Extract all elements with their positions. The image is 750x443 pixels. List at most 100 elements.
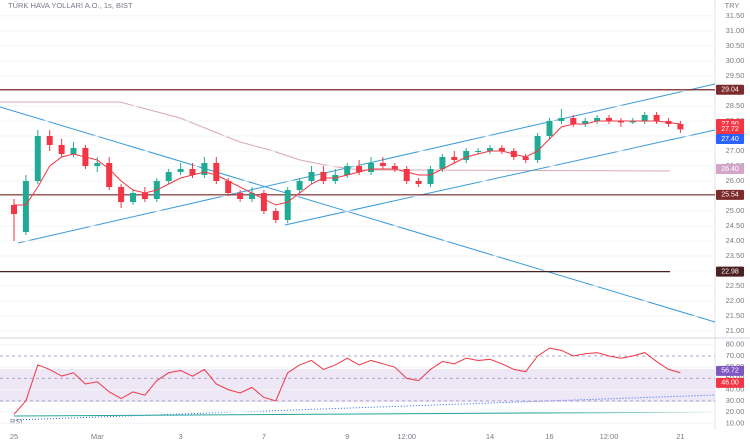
candle-body xyxy=(427,169,434,185)
y-tick-label: 23.50 xyxy=(726,251,745,260)
rsi-tag: 56.72 xyxy=(721,368,739,375)
candle-body xyxy=(653,114,660,121)
currency: TRY xyxy=(725,1,740,10)
candle-body xyxy=(546,120,553,136)
candle-body xyxy=(498,147,505,151)
rsi-tick-label: 80.00 xyxy=(726,340,745,349)
candle-body xyxy=(34,135,41,182)
candle-body xyxy=(487,147,493,151)
channel-bottom xyxy=(284,129,716,226)
y-tick-label: 30.50 xyxy=(726,41,745,50)
y-tick-label: 31.50 xyxy=(726,11,745,20)
rsi-label: RSI xyxy=(10,417,23,426)
candle-body xyxy=(272,211,279,221)
candle-body xyxy=(594,117,601,121)
x-tick-label: 14 xyxy=(486,432,494,441)
y-tick-label: 31.00 xyxy=(726,26,745,35)
rsi-tick-label: 40.00 xyxy=(726,385,745,394)
price-tag-box xyxy=(716,164,744,174)
candle-body xyxy=(308,172,315,182)
candle-body xyxy=(46,135,53,145)
rsi-tag: 46.00 xyxy=(721,380,739,387)
candle-body xyxy=(582,120,589,124)
candle-body xyxy=(379,162,386,166)
candle-body xyxy=(213,162,220,182)
candle-body xyxy=(677,123,684,130)
y-tick-label: 24.50 xyxy=(726,221,745,230)
candle-body xyxy=(11,205,17,215)
price-tag: 26.40 xyxy=(721,166,739,173)
candle-body xyxy=(629,120,636,123)
moving-average xyxy=(14,120,681,206)
candle-body xyxy=(177,169,184,173)
candle-body xyxy=(356,165,363,173)
price-level-label: 29.04 xyxy=(721,87,739,94)
x-tick-label: 12:00 xyxy=(600,432,619,441)
price-level-label-box xyxy=(716,84,744,95)
x-tick-label: 16 xyxy=(545,432,553,441)
price-level-label: 25.54 xyxy=(721,192,739,199)
candle-body xyxy=(296,181,303,191)
rsi-band xyxy=(0,369,715,402)
candle-body xyxy=(94,162,101,166)
candle-body xyxy=(58,144,65,154)
price-tag: 27.90 xyxy=(721,121,739,128)
candle-body xyxy=(463,150,470,160)
candle-body xyxy=(368,162,374,173)
chart-title: TÜRK HAVA YOLLARI A.O., 1s, BIST xyxy=(8,1,133,10)
y-tick-label: 25.00 xyxy=(726,206,745,215)
y-tick-label: 28.50 xyxy=(726,101,745,110)
rsi-signal xyxy=(13,411,716,417)
rsi-tag-box xyxy=(716,365,744,376)
candle-body xyxy=(118,187,125,203)
x-tick-label: 12:00 xyxy=(397,432,416,441)
channel-top xyxy=(17,83,716,244)
candle-body xyxy=(570,117,577,124)
candle-body xyxy=(189,169,196,176)
candle-body xyxy=(22,181,29,233)
candle-body xyxy=(617,120,624,123)
y-tick-label: 22.00 xyxy=(726,296,745,305)
candle-body xyxy=(606,117,612,121)
price-tag-box xyxy=(716,124,744,135)
candle-body xyxy=(641,114,648,121)
candle-body xyxy=(344,165,351,176)
candle-body xyxy=(201,162,208,176)
candle-body xyxy=(403,169,410,182)
y-tick-label: 22.50 xyxy=(726,281,745,290)
candle-body xyxy=(141,193,148,200)
y-tick-label: 27.00 xyxy=(726,146,745,155)
rsi-tag-box xyxy=(716,377,744,388)
candle-body xyxy=(534,135,541,160)
rsi-line xyxy=(13,347,681,415)
price-tag: 27.72 xyxy=(721,126,739,133)
candle-body xyxy=(70,147,77,154)
y-tick-label: 21.50 xyxy=(726,311,745,320)
candle-body xyxy=(106,162,113,188)
candle-body xyxy=(237,193,244,200)
rsi-tick-label: 70.00 xyxy=(726,351,745,360)
price-level-label-box xyxy=(716,266,744,277)
candle-body xyxy=(320,172,327,182)
rsi-tick-label: 10.00 xyxy=(726,418,745,427)
candle-body xyxy=(415,181,422,185)
x-tick-label: 21 xyxy=(676,432,684,441)
price-level-label-box xyxy=(716,189,744,200)
candle-body xyxy=(439,156,446,169)
candle-body xyxy=(130,193,136,203)
candle-body xyxy=(225,181,232,194)
candle-body xyxy=(260,193,267,212)
candle-body xyxy=(451,156,458,160)
y-tick-label: 29.50 xyxy=(726,71,745,80)
y-tick-label: 21.00 xyxy=(726,326,745,335)
candle-body xyxy=(284,190,291,221)
price-tag: 27.40 xyxy=(721,136,739,143)
candle-body xyxy=(475,150,482,152)
x-tick-label: 25 xyxy=(10,432,18,441)
x-tick-label: 3 xyxy=(179,432,183,441)
candle-body xyxy=(558,117,565,121)
rsi-tick-label: 50.00 xyxy=(726,373,745,382)
y-tick-label: 24.00 xyxy=(726,236,745,245)
candle-body xyxy=(522,156,529,160)
